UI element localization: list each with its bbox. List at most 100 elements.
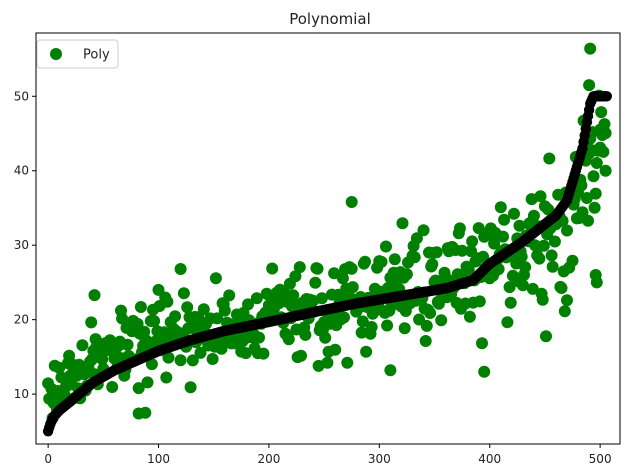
scatter-point [501, 316, 514, 329]
legend-frame [36, 39, 119, 69]
scatter-point [160, 371, 173, 384]
scatter-point [420, 319, 433, 332]
scatter-point [152, 283, 165, 296]
scatter-point [508, 207, 520, 220]
scatter-point [599, 164, 612, 177]
scatter-point [546, 260, 559, 273]
scatter-point [106, 381, 119, 393]
scatter-point [561, 294, 573, 307]
scatter-point [116, 312, 129, 325]
scatter-point [503, 281, 516, 294]
scatter-point [430, 246, 443, 259]
scatter-point [336, 272, 349, 285]
scatter-point [426, 258, 439, 271]
scatter-point [345, 262, 358, 275]
scatter-point [476, 337, 488, 350]
scatter-point [597, 145, 610, 158]
scatter-point [595, 106, 608, 119]
scatter-point [534, 190, 547, 203]
legend-marker-poly [50, 48, 62, 60]
scatter-point [197, 303, 210, 316]
scatter-point [85, 316, 98, 329]
scatter-point [148, 315, 161, 327]
scatter-point [177, 287, 190, 300]
y-tick-label: 10 [14, 387, 29, 401]
axes: 0 100 200 300 400 500 10 20 30 40 50 [14, 32, 621, 466]
scatter-point [516, 279, 529, 292]
scatter-point [218, 304, 231, 317]
scatter-point [473, 295, 486, 308]
scatter-point [375, 255, 388, 268]
scatter-point [161, 295, 174, 308]
scatter-point [456, 244, 469, 257]
scatter-point [494, 201, 507, 214]
scatter-point [488, 237, 501, 250]
x-tick-label: 100 [147, 452, 170, 466]
scatter-point [498, 213, 511, 226]
scatter-point [543, 152, 556, 165]
scatter-point [121, 338, 134, 351]
scatter-point [134, 301, 147, 313]
scatter-point [242, 298, 254, 311]
y-tick-label: 20 [14, 313, 29, 327]
legend: Poly [36, 39, 119, 69]
x-tick-label: 200 [257, 452, 280, 466]
scatter-point [209, 272, 222, 285]
scatter-point [589, 269, 602, 281]
scatter-point [132, 382, 145, 395]
scatter-point [419, 335, 432, 347]
scatter-point [590, 157, 603, 169]
scatter-point [266, 262, 279, 275]
scatter-point [540, 330, 552, 343]
scatter-point [299, 328, 312, 341]
scatter-point [174, 354, 187, 367]
scatter-point [519, 261, 532, 274]
scatter-point [321, 356, 334, 369]
x-tick-label: 300 [368, 452, 391, 466]
plot-area [42, 42, 612, 437]
scatter-point [424, 307, 437, 319]
scatter-point [169, 310, 182, 323]
scatter-point [408, 251, 421, 264]
scatter-point [583, 79, 596, 92]
scatter-point [139, 406, 152, 419]
scatter-point [53, 361, 66, 374]
plot-frame [35, 32, 621, 445]
scatter-point [388, 253, 401, 266]
y-tick-label: 30 [14, 238, 29, 252]
scatter-point [282, 333, 295, 346]
scatter-point [582, 214, 594, 227]
scatter-point [293, 261, 306, 274]
scatter-point [398, 322, 411, 335]
scatter-point [587, 170, 600, 183]
scatter-point [513, 219, 526, 232]
scatter-point [346, 281, 359, 294]
scatter-point [211, 312, 224, 325]
scatter-point [545, 249, 558, 262]
scatter-point [141, 376, 154, 389]
scatter-point [250, 292, 263, 305]
scatter-point [329, 343, 342, 356]
scatter-point [131, 317, 144, 330]
scatter-point [417, 224, 430, 237]
scatter-point [174, 263, 187, 275]
scatter-point [497, 230, 509, 243]
y-tick-label: 50 [14, 89, 29, 103]
scatter-point [341, 356, 354, 369]
scatter-point [184, 381, 197, 394]
scatter-point [181, 301, 194, 314]
x-tick-label: 500 [589, 452, 612, 466]
scatter-point [289, 270, 302, 283]
scatter-point [566, 254, 579, 267]
scatter-point [88, 289, 101, 302]
scatter-point [588, 201, 601, 214]
scatter-point [315, 292, 328, 305]
scatter-point [206, 353, 219, 365]
scatter-point [526, 282, 539, 295]
scatter-point [356, 315, 369, 328]
scatter-point [194, 346, 207, 359]
scatter-point [537, 239, 550, 252]
scatter-point [555, 282, 568, 294]
scatter-point [396, 217, 409, 230]
scatter-point [575, 179, 588, 192]
